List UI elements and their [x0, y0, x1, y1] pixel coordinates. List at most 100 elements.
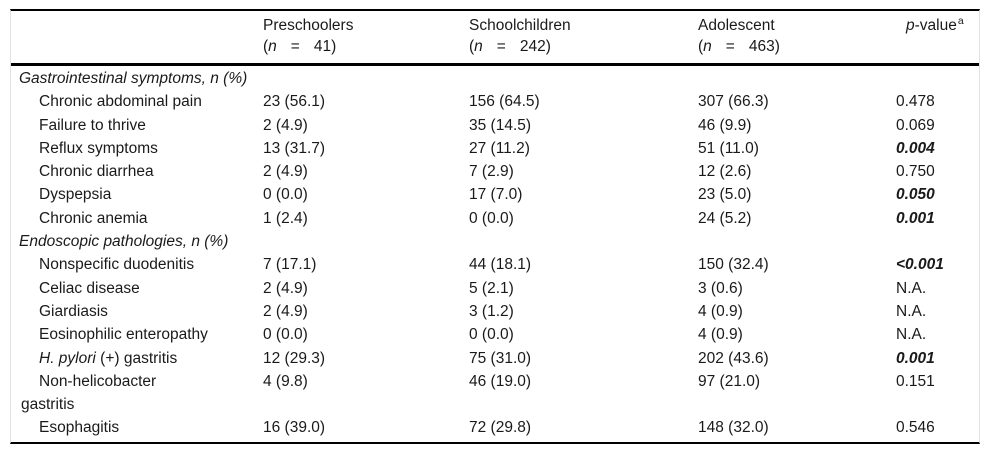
- header-empty-cell: [11, 16, 263, 58]
- row-label: Eosinophilic enteropathy: [11, 323, 263, 346]
- text-segment: 0.546: [896, 419, 935, 437]
- preschoolers-cell: 13 (31.7): [263, 137, 469, 160]
- text-segment: (: [263, 38, 269, 55]
- table-row-nonspecific-duodenitis: Nonspecific duodenitis 7 (17.1) 44 (18.1) 1…: [11, 253, 979, 276]
- text-segment: n: [474, 38, 483, 55]
- preschoolers-cell: 16 (39.0): [263, 416, 469, 439]
- row-label: Dyspepsia: [11, 183, 263, 206]
- pvalue-cell: 0.478: [896, 90, 979, 113]
- text-segment: 35 (14.5): [469, 116, 532, 134]
- schoolchildren-cell: 17 (7.0): [469, 183, 698, 206]
- text-segment: =: [290, 38, 300, 55]
- comparison-table: Preschoolers (n = 41) Schoolchildren (n = 242) A…: [10, 9, 980, 444]
- row-label: Endoscopic pathologies, n (%): [11, 230, 263, 253]
- schoolchildren-cell: 44 (18.1): [469, 253, 698, 276]
- schoolchildren-cell: 35 (14.5): [469, 114, 698, 137]
- row-label: Chronic diarrhea: [11, 160, 263, 183]
- pvalue-cell: 0.001: [896, 207, 979, 230]
- pvalue-cell: [896, 393, 979, 416]
- text-segment: 0 (0.0): [263, 186, 308, 204]
- table-row-gastritis: gastritis: [11, 393, 979, 416]
- text-segment: Endoscopic pathologies, n (%): [19, 233, 229, 251]
- text-segment: 23 (56.1): [263, 93, 326, 111]
- row-label: gastritis: [11, 393, 263, 416]
- pvalue-cell: 0.001: [896, 347, 979, 370]
- text-segment: 242: [519, 38, 546, 55]
- pvalue-cell: N.A.: [896, 323, 979, 346]
- text-segment: 0 (0.0): [469, 209, 514, 227]
- text-segment: gastritis: [21, 396, 75, 414]
- text-segment: 2 (4.9): [263, 163, 308, 181]
- preschoolers-cell: 2 (4.9): [263, 277, 469, 300]
- adolescent-cell: [698, 230, 896, 253]
- table-row-reflux-symptoms: Reflux symptoms 13 (31.7) 27 (11.2) 51 (11.…: [11, 137, 979, 160]
- row-label: Reflux symptoms: [11, 137, 263, 160]
- text-segment: Gastrointestinal symptoms, n (%): [19, 70, 248, 87]
- text-segment: 75 (31.0): [469, 349, 532, 367]
- adolescent-cell: 4 (0.9): [698, 323, 896, 346]
- text-segment: Non-helicobacter: [39, 372, 157, 390]
- text-segment: 0 (0.0): [469, 326, 514, 344]
- schoolchildren-cell: [469, 67, 698, 90]
- text-segment: <0.001: [896, 256, 944, 274]
- adolescent-cell: 24 (5.2): [698, 207, 896, 230]
- table-row-eosinophilic-enteropathy: Eosinophilic enteropathy 0 (0.0) 0 (0.0) 4 …: [11, 323, 979, 346]
- preschoolers-cell: [263, 393, 469, 416]
- text-segment: 2 (4.9): [263, 279, 308, 297]
- adolescent-cell: 23 (5.0): [698, 183, 896, 206]
- adolescent-cell: 3 (0.6): [698, 277, 896, 300]
- superscript-marker: a: [957, 14, 964, 27]
- row-label: Giardiasis: [11, 300, 263, 323]
- text-segment: Dyspepsia: [39, 186, 112, 204]
- column-header-preschoolers: Preschoolers (n = 41): [263, 16, 469, 58]
- text-segment: 4 (0.9): [698, 302, 743, 320]
- table-row-chronic-anemia: Chronic anemia 1 (2.4) 0 (0.0) 24 (5.2) 0.00…: [11, 207, 979, 230]
- text-segment: Chronic abdominal pain: [39, 93, 202, 111]
- adolescent-cell: 148 (32.0): [698, 416, 896, 439]
- preschoolers-cell: [263, 67, 469, 90]
- text-segment: 0.069: [896, 116, 935, 134]
- text-segment: (: [469, 38, 475, 55]
- preschoolers-cell: 4 (9.8): [263, 370, 469, 393]
- text-segment: ): [331, 38, 337, 55]
- text-segment: 51 (11.0): [698, 139, 759, 157]
- text-segment: =: [496, 38, 506, 55]
- text-segment: 3 (0.6): [698, 279, 743, 297]
- adolescent-cell: 12 (2.6): [698, 160, 896, 183]
- column-header-pvalue: p-valuea: [896, 16, 979, 58]
- adolescent-cell: 202 (43.6): [698, 347, 896, 370]
- table-row-giardiasis: Giardiasis 2 (4.9) 3 (1.2) 4 (0.9) N.A.: [11, 300, 979, 323]
- adolescent-cell: 97 (21.0): [698, 370, 896, 393]
- text-segment: 44 (18.1): [469, 256, 532, 274]
- text-segment: Esophagitis: [39, 419, 120, 437]
- text-segment: 4 (9.8): [263, 372, 308, 390]
- text-segment: 5 (2.1): [469, 279, 514, 297]
- text-segment: 3 (1.2): [469, 302, 514, 320]
- row-label: Esophagitis: [11, 416, 263, 439]
- text-segment: 2 (4.9): [263, 116, 308, 134]
- text-segment: 7 (2.9): [469, 163, 514, 181]
- text-segment: 72 (29.8): [469, 419, 532, 437]
- table-row-celiac-disease: Celiac disease 2 (4.9) 5 (2.1) 3 (0.6) N.A.: [11, 277, 979, 300]
- text-segment: H. pylori: [39, 349, 96, 367]
- schoolchildren-cell: 27 (11.2): [469, 137, 698, 160]
- text-segment: 202 (43.6): [698, 349, 769, 367]
- pvalue-cell: [896, 230, 979, 253]
- pvalue-cell: 0.050: [896, 183, 979, 206]
- row-label: Gastrointestinal symptoms, n (%): [11, 67, 263, 90]
- text-segment: 97 (21.0): [698, 372, 761, 390]
- row-label: Failure to thrive: [11, 114, 263, 137]
- table-body: Gastrointestinal symptoms, n (%) Chronic …: [11, 66, 979, 442]
- preschoolers-cell: 23 (56.1): [263, 90, 469, 113]
- adolescent-cell: [698, 393, 896, 416]
- text-segment: n: [703, 38, 712, 55]
- text-segment: 46 (9.9): [698, 116, 752, 134]
- preschoolers-cell: [263, 230, 469, 253]
- pvalue-cell: N.A.: [896, 277, 979, 300]
- text-segment: 0.151: [896, 372, 935, 390]
- schoolchildren-cell: 75 (31.0): [469, 347, 698, 370]
- text-segment: n: [268, 38, 277, 55]
- row-label: Chronic anemia: [11, 207, 263, 230]
- text-segment: 0.750: [896, 163, 935, 181]
- table-row-h-pylori-gastritis: H. pylori (+) gastritis 12 (29.3) 75 (31.0…: [11, 347, 979, 370]
